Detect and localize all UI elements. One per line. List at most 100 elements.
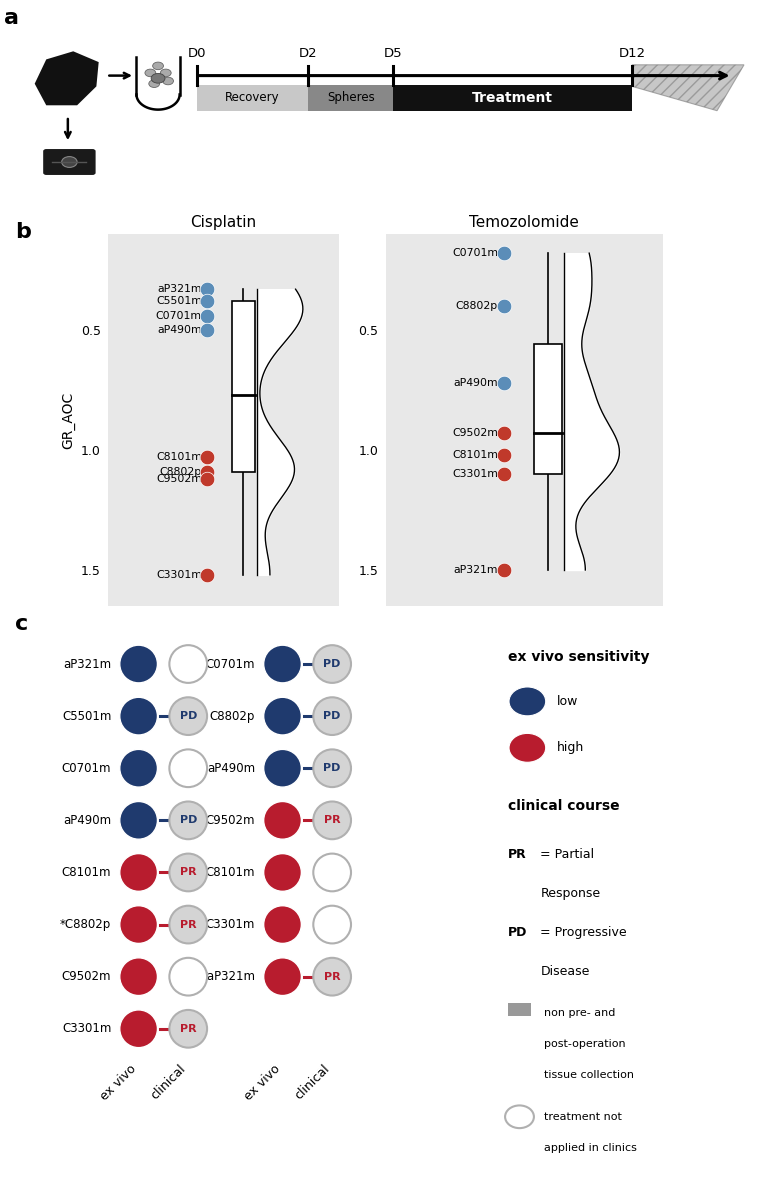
Point — [498, 445, 510, 464]
Text: C9502m: C9502m — [453, 428, 498, 438]
Bar — [231, 301, 255, 472]
Text: C8101m: C8101m — [156, 452, 202, 462]
Text: C5501m: C5501m — [156, 296, 202, 306]
Text: C9502m: C9502m — [206, 814, 255, 827]
Text: C0701m: C0701m — [156, 311, 202, 320]
Circle shape — [160, 70, 171, 77]
Text: C8101m: C8101m — [62, 866, 111, 878]
FancyBboxPatch shape — [43, 149, 96, 175]
Point — [201, 306, 214, 325]
Text: aP321m: aP321m — [453, 565, 498, 575]
Point — [201, 462, 214, 481]
Text: C8101m: C8101m — [453, 450, 498, 460]
Circle shape — [120, 646, 157, 683]
Point — [498, 373, 510, 392]
Text: = Partial: = Partial — [540, 848, 594, 862]
Text: PD: PD — [507, 926, 527, 938]
Circle shape — [264, 906, 301, 943]
Text: C3301m: C3301m — [156, 570, 202, 580]
Bar — [308, 85, 393, 110]
Circle shape — [505, 1105, 534, 1128]
Text: D12: D12 — [618, 48, 646, 60]
Circle shape — [163, 77, 173, 85]
Text: C0701m: C0701m — [62, 762, 111, 775]
Text: aP490m: aP490m — [207, 762, 255, 775]
Circle shape — [120, 958, 157, 996]
Text: aP321m: aP321m — [63, 658, 111, 671]
Polygon shape — [632, 65, 744, 110]
Text: C8101m: C8101m — [206, 866, 255, 878]
Text: PR: PR — [180, 1024, 197, 1033]
Circle shape — [509, 733, 546, 762]
Text: ex vivo sensitivity: ex vivo sensitivity — [507, 649, 649, 664]
Circle shape — [120, 749, 157, 787]
Bar — [197, 85, 308, 110]
Circle shape — [120, 853, 157, 892]
Text: C8802p: C8802p — [210, 709, 255, 722]
Text: Recovery: Recovery — [225, 91, 280, 104]
Circle shape — [170, 646, 207, 683]
Text: aP490m: aP490m — [63, 814, 111, 827]
Point — [201, 448, 214, 467]
Point — [201, 565, 214, 584]
Point — [498, 560, 510, 580]
Circle shape — [145, 70, 156, 77]
Circle shape — [264, 802, 301, 839]
Circle shape — [170, 906, 207, 943]
Circle shape — [120, 697, 157, 734]
Text: *C8802p: *C8802p — [60, 918, 111, 931]
Text: PR: PR — [507, 848, 527, 862]
Text: C8802p: C8802p — [160, 467, 202, 476]
Point — [201, 280, 214, 299]
Text: C0701m: C0701m — [206, 658, 255, 671]
Text: C9502m: C9502m — [62, 970, 111, 983]
Text: clinical course: clinical course — [507, 799, 619, 814]
Circle shape — [120, 906, 157, 943]
Text: = Progressive: = Progressive — [540, 926, 627, 938]
Text: b: b — [15, 222, 32, 242]
Text: D2: D2 — [299, 48, 318, 60]
Text: clinical: clinical — [292, 1062, 332, 1103]
Text: a: a — [4, 8, 19, 28]
Circle shape — [313, 749, 351, 787]
Circle shape — [151, 73, 165, 83]
Text: PR: PR — [180, 919, 197, 930]
Text: C5501m: C5501m — [62, 709, 111, 722]
Circle shape — [149, 80, 160, 88]
Circle shape — [509, 686, 546, 716]
Text: PD: PD — [324, 763, 341, 773]
Point — [201, 292, 214, 311]
Bar — [534, 344, 562, 474]
Circle shape — [313, 646, 351, 683]
Bar — [393, 85, 632, 110]
Text: applied in clinics: applied in clinics — [544, 1142, 637, 1152]
Text: post-operation: post-operation — [544, 1039, 625, 1049]
Text: aP490m: aP490m — [453, 378, 498, 388]
Circle shape — [170, 1010, 207, 1048]
Circle shape — [170, 958, 207, 996]
Text: PR: PR — [324, 815, 341, 826]
Circle shape — [170, 749, 207, 787]
Point — [201, 469, 214, 488]
Text: C9502m: C9502m — [156, 474, 202, 484]
Text: Response: Response — [540, 887, 601, 900]
Text: C3301m: C3301m — [206, 918, 255, 931]
Text: non pre- and: non pre- and — [544, 1008, 615, 1019]
Text: PD: PD — [324, 712, 341, 721]
Circle shape — [62, 156, 77, 168]
Text: tissue collection: tissue collection — [544, 1070, 634, 1080]
Text: Disease: Disease — [540, 965, 590, 978]
Circle shape — [120, 1010, 157, 1048]
Text: C3301m: C3301m — [62, 1022, 111, 1036]
Circle shape — [264, 958, 301, 996]
Title: Cisplatin: Cisplatin — [190, 215, 257, 230]
Title: Temozolomide: Temozolomide — [470, 215, 579, 230]
Point — [498, 244, 510, 263]
Text: D0: D0 — [187, 48, 206, 60]
Y-axis label: GR_AOC: GR_AOC — [62, 391, 76, 449]
Circle shape — [313, 697, 351, 734]
Text: ex vivo: ex vivo — [241, 1062, 282, 1103]
Polygon shape — [35, 52, 99, 106]
Point — [498, 296, 510, 316]
Text: PD: PD — [324, 659, 341, 670]
